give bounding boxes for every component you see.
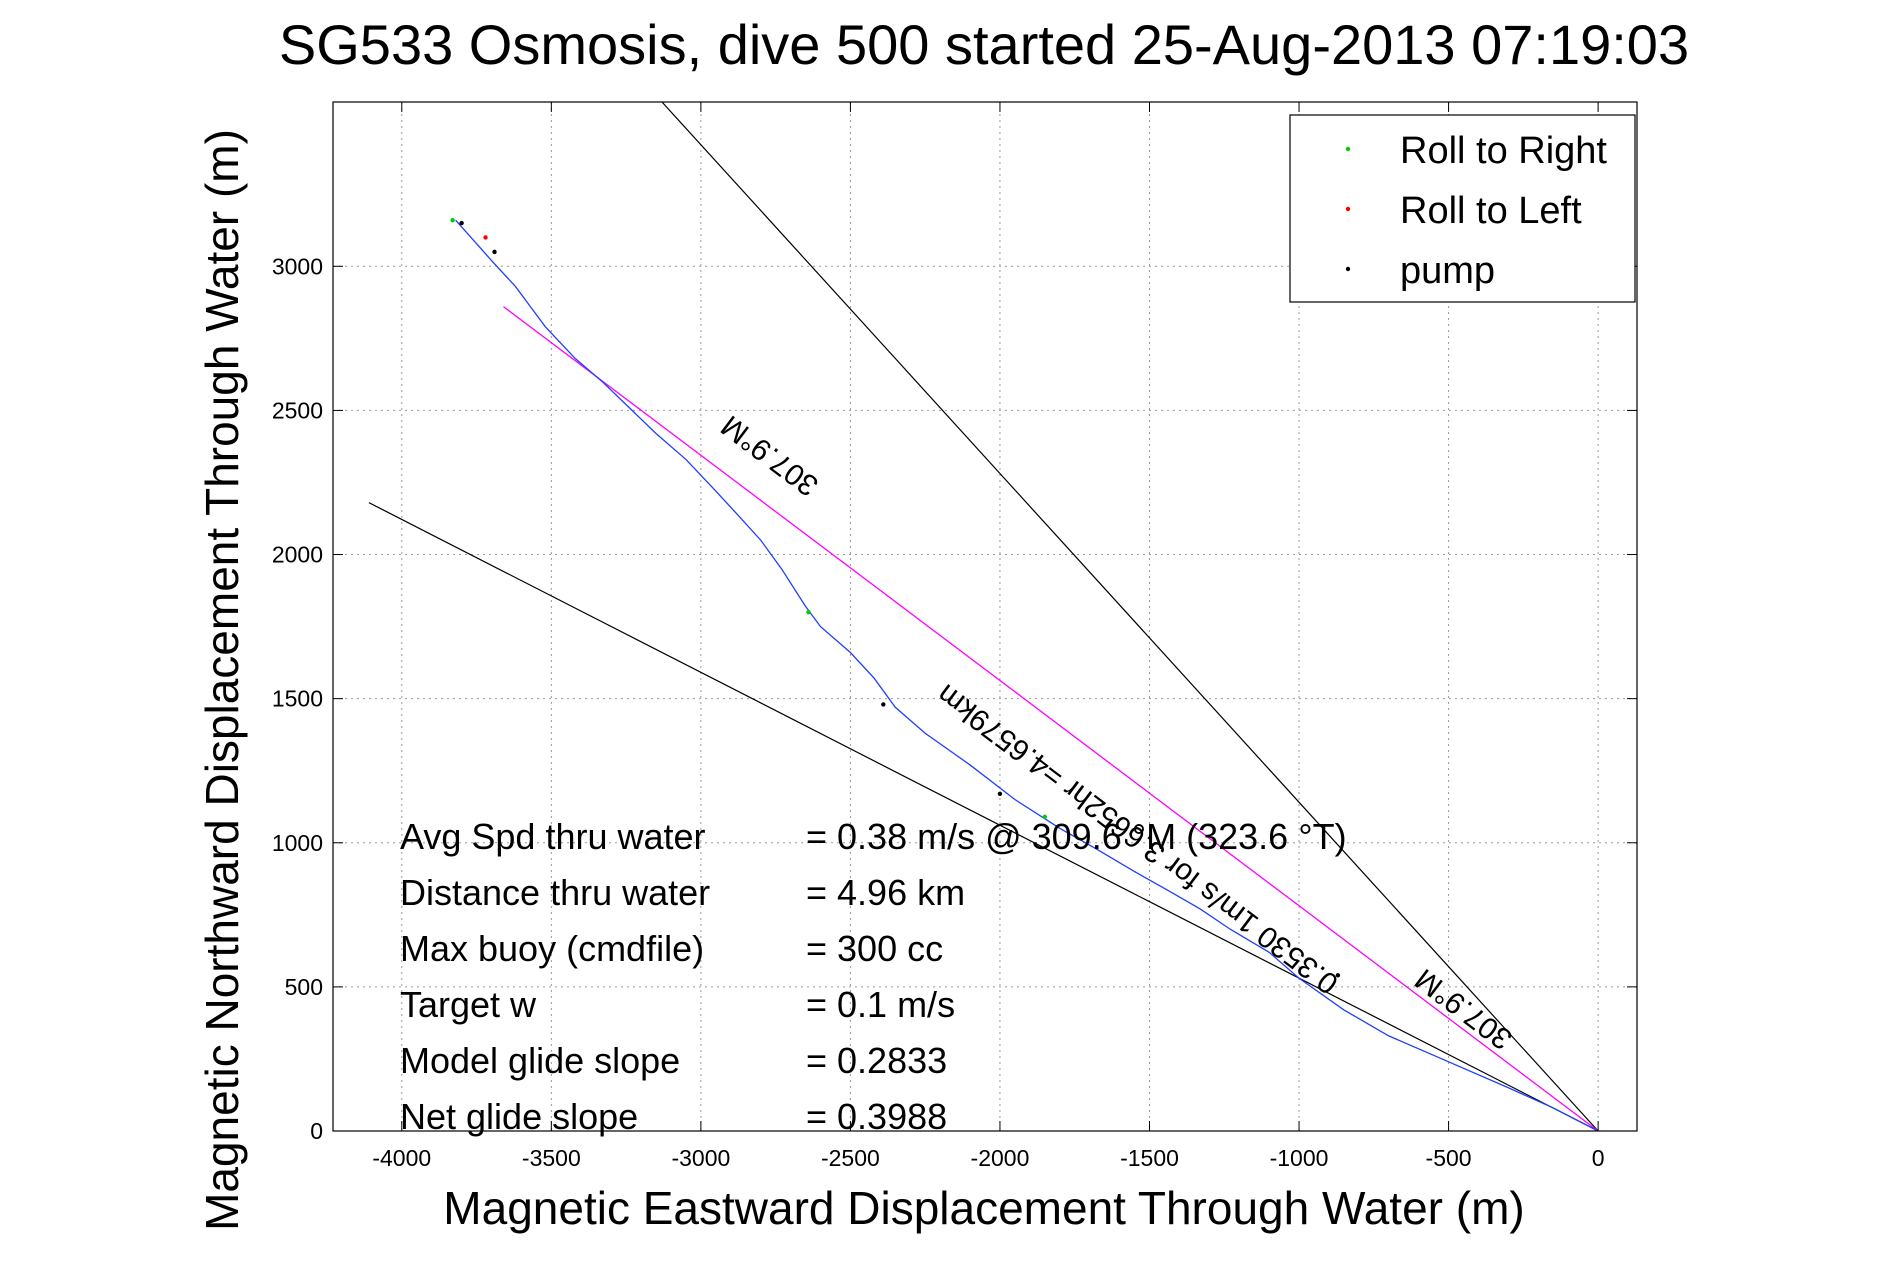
legend-swatch	[1345, 146, 1351, 152]
x-tick-label: -2500	[821, 1145, 880, 1171]
y-axis-label: Magnetic Northward Displacement Through …	[196, 129, 248, 1231]
y-tick-label: 2000	[272, 542, 323, 568]
x-tick-label: -3500	[522, 1145, 581, 1171]
stat-value: = 4.96 km	[806, 872, 965, 913]
stat-value: = 0.1 m/s	[806, 984, 955, 1025]
stat-label: Avg Spd thru water	[400, 816, 706, 857]
legend-swatch	[1345, 266, 1351, 272]
track-line	[455, 219, 1599, 1132]
y-tick-label: 1500	[272, 686, 323, 712]
x-tick-label: -1000	[1270, 1145, 1329, 1171]
stat-label: Max buoy (cmdfile)	[400, 928, 704, 969]
heading-annotation: 307.9°M	[1409, 962, 1518, 1056]
y-tick-label: 0	[310, 1118, 323, 1144]
stats-panel: Avg Spd thru water = 0.38 m/s @ 309.6 °M …	[400, 816, 1347, 1137]
pump-marker	[997, 791, 1003, 796]
axes: -4000 -3500 -3000 -2500 -2000 -1500 -1000 -500 0…	[272, 101, 1638, 1171]
roll-right-marker	[450, 217, 455, 223]
marker-layer	[450, 217, 1341, 978]
stat-label: Distance thru water	[400, 872, 710, 913]
x-axis-label: Magnetic Eastward Displacement Through W…	[443, 1182, 1524, 1234]
y-tick-label: 3000	[272, 253, 323, 279]
legend-label: Roll to Right	[1400, 130, 1607, 172]
x-tick-label: -3000	[671, 1145, 730, 1171]
x-tick-label: -500	[1426, 1145, 1472, 1171]
roll-left-marker	[483, 235, 488, 240]
stat-label: Net glide slope	[400, 1096, 638, 1137]
bound-lines	[368, 101, 1599, 1132]
x-tick-label: -1500	[1120, 1145, 1179, 1171]
y-tick-label: 1000	[272, 830, 323, 856]
y-tick-label: 2500	[272, 397, 323, 423]
net-heading-line	[503, 306, 1599, 1132]
roll-right-marker	[1042, 814, 1048, 820]
stat-value: = 0.38 m/s @ 309.6 °M (323.6 °T)	[806, 816, 1347, 857]
stat-value: = 300 cc	[806, 928, 943, 969]
bound-line	[661, 101, 1599, 1132]
stat-value: = 0.3988	[806, 1096, 947, 1137]
legend: Roll to Right Roll to Left pump	[1289, 114, 1636, 303]
legend-label: Roll to Left	[1400, 190, 1582, 232]
chart-title: SG533 Osmosis, dive 500 started 25-Aug-2…	[279, 13, 1689, 76]
plot-frame	[332, 101, 1638, 1132]
x-tick-label: 0	[1592, 1145, 1605, 1171]
legend-label: pump	[1400, 250, 1495, 292]
pump-marker	[1335, 973, 1341, 978]
stat-label: Target w	[400, 984, 537, 1025]
stat-label: Model glide slope	[400, 1040, 680, 1081]
x-tick-label: -4000	[372, 1145, 431, 1171]
roll-right-marker	[806, 609, 811, 615]
pump-marker	[459, 220, 464, 226]
pump-marker	[881, 702, 886, 707]
x-tick-label: -2000	[971, 1145, 1030, 1171]
series-layer	[455, 219, 1599, 1132]
stat-value: = 0.2833	[806, 1040, 947, 1081]
heading-annotation: 307.9°M	[715, 409, 824, 503]
pump-marker	[492, 249, 497, 255]
legend-swatch	[1345, 206, 1351, 212]
y-tick-label: 500	[285, 974, 323, 1000]
bound-line	[368, 502, 1599, 1132]
